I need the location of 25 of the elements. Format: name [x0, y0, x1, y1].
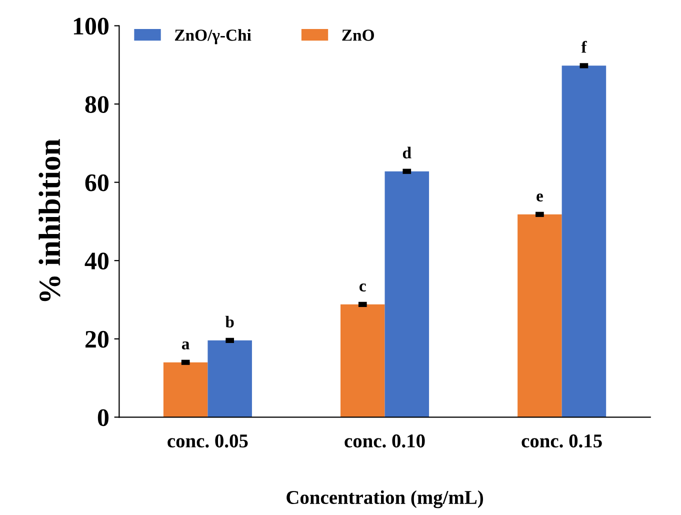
bar: [208, 340, 252, 418]
x-tick-label: conc. 0.05: [168, 434, 248, 448]
x-tick-label: conc. 0.15: [522, 434, 602, 448]
y-tick-label: 40: [84, 252, 108, 270]
y-tick-label: 0: [98, 409, 108, 426]
y-tick-label: 100: [74, 18, 108, 35]
annotation: f: [581, 40, 587, 53]
bar: [518, 214, 562, 418]
annotation: e: [536, 194, 543, 202]
bar: [340, 304, 385, 418]
annotation: d: [402, 146, 412, 158]
legend-label: ZnO/γ-Chi: [174, 29, 252, 44]
y-tick-label: 80: [85, 96, 108, 113]
legend-label: ZnO: [342, 30, 374, 41]
y-tick-label: 20: [86, 330, 108, 348]
annotation: a: [182, 341, 190, 350]
x-tick-label: conc. 0.10: [344, 434, 425, 448]
x-axis-title: Concentration (mg/mL): [286, 490, 484, 508]
annotation: b: [225, 316, 234, 328]
bar: [163, 362, 208, 418]
bar: [562, 66, 606, 418]
y-tick-label: 60: [85, 174, 108, 192]
bar: [384, 171, 430, 418]
y-axis-title: % inhibition: [38, 139, 60, 302]
annotation: c: [360, 284, 366, 292]
